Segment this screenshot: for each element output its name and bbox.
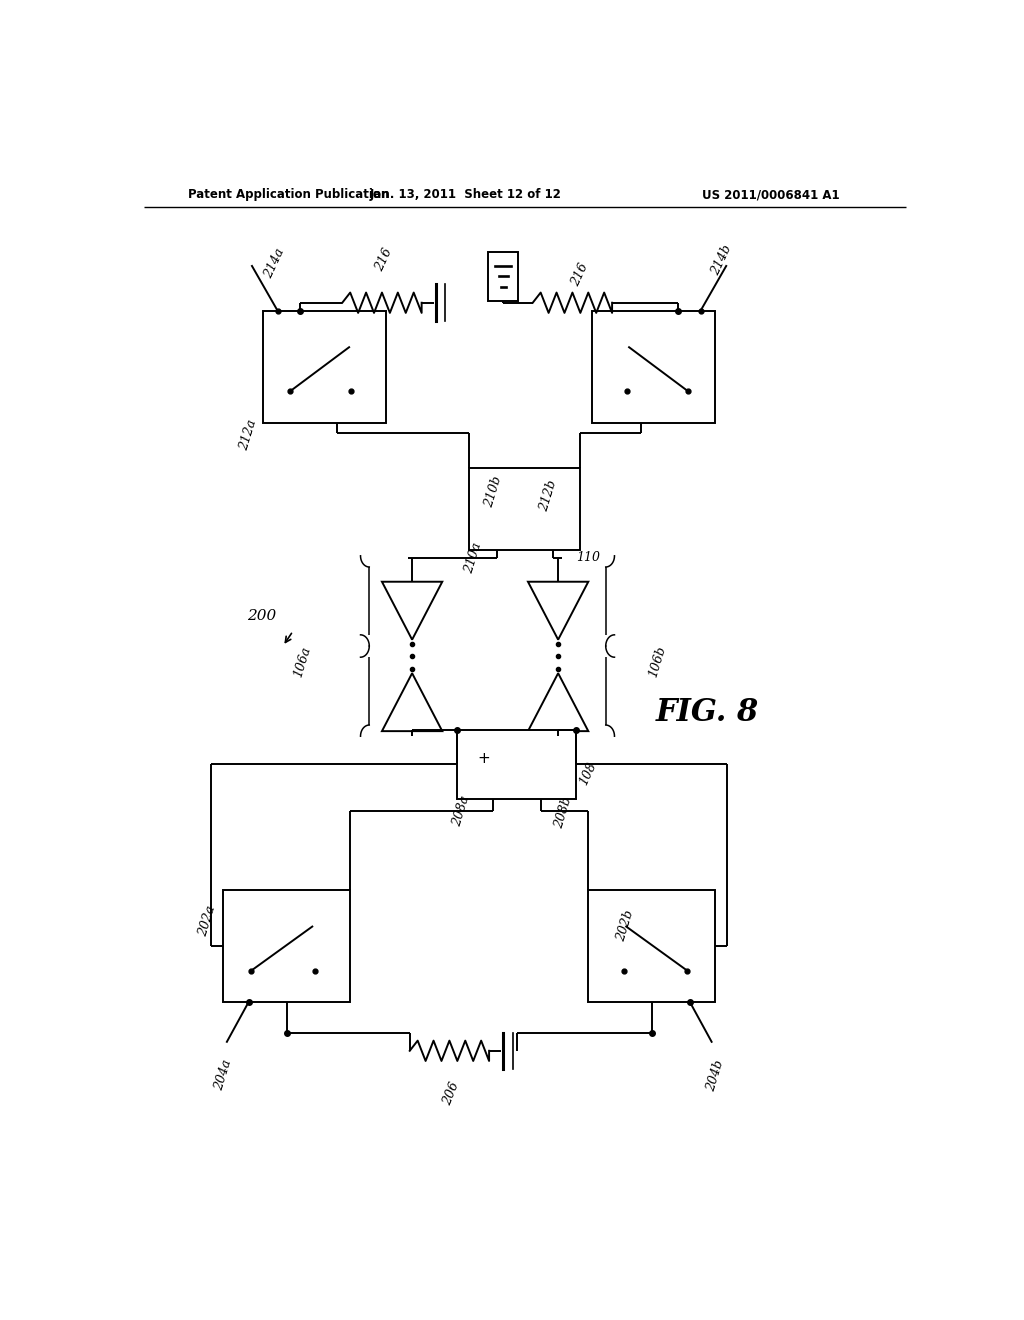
Text: 208a: 208a — [451, 793, 472, 828]
Bar — [588, 890, 715, 1002]
Text: 200: 200 — [247, 609, 275, 623]
Text: US 2011/0006841 A1: US 2011/0006841 A1 — [702, 189, 840, 202]
Text: 208b: 208b — [552, 796, 573, 830]
Text: 212a: 212a — [238, 418, 259, 451]
Text: 108: 108 — [578, 760, 599, 787]
Text: 202b: 202b — [614, 908, 637, 942]
Text: 110: 110 — [577, 552, 600, 565]
Text: 212b: 212b — [538, 479, 559, 513]
Bar — [488, 252, 518, 301]
Bar — [223, 890, 350, 1002]
Text: Patent Application Publication: Patent Application Publication — [187, 189, 389, 202]
Text: 214a: 214a — [262, 246, 288, 280]
Text: 204b: 204b — [705, 1059, 726, 1093]
Text: 210a: 210a — [463, 541, 484, 574]
Text: 216: 216 — [569, 260, 591, 288]
Text: Jan. 13, 2011  Sheet 12 of 12: Jan. 13, 2011 Sheet 12 of 12 — [370, 189, 561, 202]
Bar — [458, 730, 577, 799]
Text: 202a: 202a — [197, 904, 218, 937]
Text: FIG. 8: FIG. 8 — [655, 697, 759, 727]
Text: 106a: 106a — [292, 644, 313, 678]
Text: 214b: 214b — [709, 243, 734, 277]
Bar — [592, 312, 715, 422]
Bar — [469, 469, 581, 549]
Text: 206: 206 — [440, 1080, 462, 1107]
Text: 106b: 106b — [646, 644, 669, 678]
Text: 216: 216 — [373, 247, 394, 273]
Text: +: + — [477, 751, 489, 766]
Bar — [263, 312, 386, 422]
Text: 210b: 210b — [482, 475, 504, 510]
Text: 204a: 204a — [212, 1059, 234, 1092]
